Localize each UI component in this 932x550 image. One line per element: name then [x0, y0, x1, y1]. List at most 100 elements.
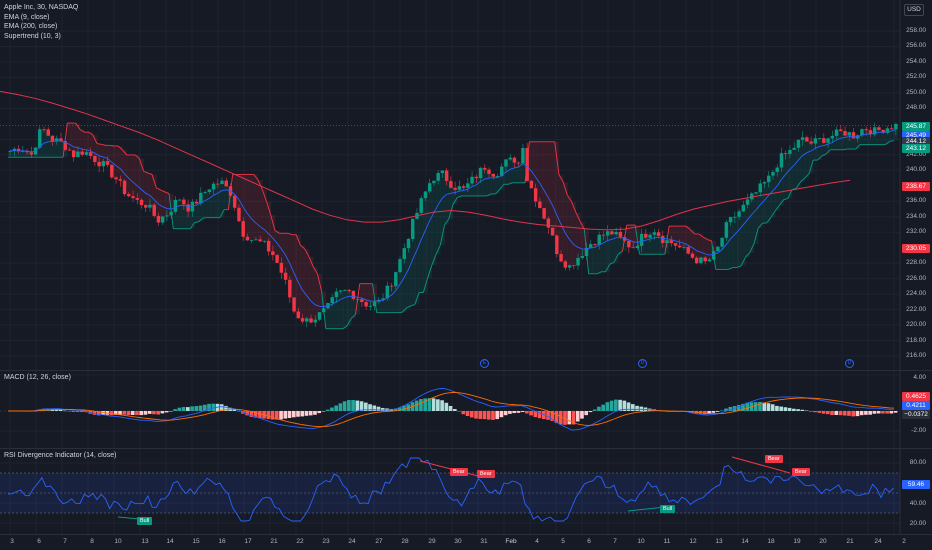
macd-chart[interactable]	[0, 371, 932, 449]
supertrend-band	[694, 233, 700, 261]
supertrend-band	[783, 153, 789, 200]
histogram-bar	[321, 411, 326, 412]
supertrend-segment	[151, 174, 157, 189]
candle-body	[822, 138, 826, 143]
candle-body	[631, 247, 635, 249]
symbol-title[interactable]: Apple Inc, 30, NASDAQ	[4, 4, 79, 11]
time-axis[interactable]: 3 6 7 8 10 13 14 15 16 17 21 22 23 24 27 28 29 30 31 Feb 4 5 6…	[0, 534, 932, 550]
ema200-line	[0, 90, 851, 231]
time-axis-label: 2	[902, 538, 906, 545]
histogram-bar	[194, 406, 199, 411]
candle-body	[84, 152, 89, 155]
price-chart[interactable]	[0, 0, 932, 370]
histogram-bar	[253, 411, 258, 418]
supertrend-band	[669, 226, 674, 242]
supertrend-band	[190, 206, 195, 229]
earnings-marker-icon[interactable]: E	[480, 359, 489, 368]
supertrend-band	[575, 212, 581, 262]
histogram-bar	[207, 403, 211, 411]
candle-body	[50, 135, 55, 142]
candle-body	[779, 153, 784, 168]
candle-body	[338, 290, 343, 292]
bull-signal[interactable]: Bull	[660, 505, 676, 513]
histogram-bar	[707, 411, 711, 415]
price-axis-label: 252.00	[906, 73, 926, 81]
candle-body	[237, 207, 241, 222]
bear-signal[interactable]: Bear	[792, 468, 810, 476]
supertrend-band	[533, 141, 539, 195]
candle-body	[300, 318, 305, 322]
candle-body	[711, 251, 716, 260]
rsi-value-box: 59.46	[902, 480, 930, 489]
histogram-bar	[851, 411, 856, 417]
histogram-bar	[753, 402, 758, 411]
supertrend-segment	[889, 140, 894, 142]
dividend-marker-icon[interactable]: D	[845, 359, 854, 368]
histogram-bar	[529, 411, 533, 416]
macd-legend[interactable]: MACD (12, 26, close)	[4, 374, 71, 381]
supertrend-band	[474, 177, 479, 196]
histogram-bar	[427, 398, 432, 411]
supertrend-legend[interactable]: Supertrend (10, 3)	[4, 32, 61, 40]
currency-button[interactable]: USD	[904, 4, 924, 16]
rsi-chart[interactable]	[0, 449, 932, 535]
supertrend-band	[787, 151, 793, 199]
supertrend-band	[618, 234, 623, 255]
supertrend-band	[804, 139, 810, 179]
ema9-legend[interactable]: EMA (9, close)	[4, 13, 50, 21]
supertrend-band	[448, 184, 454, 220]
histogram-bar	[245, 411, 249, 416]
rsi-pane[interactable]: RSI Divergence Indicator (14, close) 80.…	[0, 448, 932, 535]
supertrend-band	[389, 285, 394, 313]
supertrend-band	[241, 174, 246, 229]
bear-signal[interactable]: Bear	[450, 468, 468, 476]
histogram-bar	[635, 405, 639, 411]
candle-body	[788, 149, 792, 154]
ema200-legend[interactable]: EMA (200, close)	[4, 23, 58, 30]
supertrend-band	[864, 129, 869, 145]
supertrend-segment	[567, 195, 573, 203]
candle-body	[474, 176, 479, 179]
time-axis-label: Feb	[505, 538, 517, 545]
bull-signal[interactable]: Bull	[137, 517, 153, 525]
candle-body	[271, 251, 275, 256]
supertrend-band	[135, 154, 140, 199]
histogram-bar	[113, 411, 118, 415]
price-axis-label: 236.00	[906, 197, 926, 205]
supertrend-band	[647, 236, 653, 255]
dividend-marker-icon[interactable]: D	[638, 359, 647, 368]
supertrend-segment	[414, 292, 420, 305]
supertrend-band	[46, 132, 51, 158]
candle-body	[449, 180, 453, 188]
time-axis-label: 23	[322, 538, 330, 545]
supertrend-band	[414, 215, 420, 305]
supertrend-segment	[685, 225, 691, 231]
price-axis-label: 248.00	[906, 104, 926, 112]
supertrend-band	[88, 132, 94, 155]
supertrend-band	[440, 171, 445, 246]
supertrend-band	[838, 130, 844, 150]
supertrend-segment	[817, 155, 823, 161]
supertrend-band	[732, 216, 738, 268]
rsi-legend[interactable]: RSI Divergence Indicator (14, close)	[4, 452, 117, 459]
candle-body	[652, 232, 657, 235]
supertrend-band	[664, 241, 670, 255]
price-pane[interactable]: Apple Inc, 30, NASDAQ EMA (9, close) EMA…	[0, 0, 932, 370]
supertrend-band	[84, 132, 89, 154]
histogram-bar	[864, 411, 868, 415]
supertrend-band	[571, 201, 577, 266]
macd-pane[interactable]: MACD (12, 26, close) 4.00 -2.00 0.4625 0…	[0, 370, 932, 449]
supertrend-band	[359, 283, 365, 301]
supertrend-band	[796, 143, 801, 189]
histogram-bar	[283, 411, 288, 419]
supertrend-band	[419, 205, 424, 293]
candle-body	[148, 204, 152, 208]
bear-signal[interactable]: Bear	[765, 455, 783, 463]
candle-body	[440, 170, 445, 174]
supertrend-segment	[800, 177, 806, 183]
histogram-bar	[792, 408, 796, 411]
supertrend-band	[232, 174, 238, 202]
bear-signal[interactable]: Bear	[477, 470, 495, 478]
histogram-bar	[342, 401, 347, 411]
candle-body	[398, 259, 402, 273]
